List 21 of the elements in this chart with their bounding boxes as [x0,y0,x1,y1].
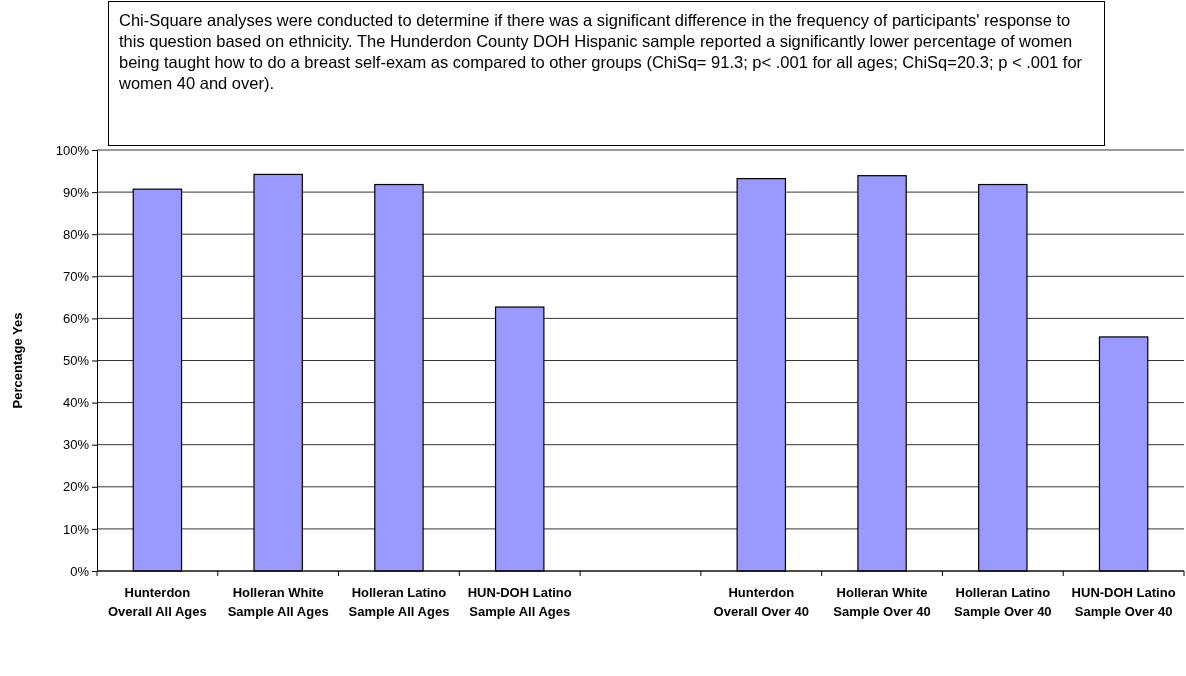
y-tick-label: 20% [62,479,90,495]
x-tick-label: Holleran Latino Sample All Ages [348,585,450,619]
y-tick-label: 50% [62,353,90,369]
y-tick-label: 60% [62,311,90,327]
y-tick-label: 100% [55,142,90,158]
y-tick-label: 10% [62,521,90,537]
x-tick-label: Holleran White Sample All Ages [227,585,329,619]
y-axis-title: Percentage Yes [10,312,25,409]
text: Chi-Square analyses were conducted to determine if there was a significant difference in the frequency of participants' response to this question based on ethnicity. The Hunderdon County DOH Hispanic sample reported a significantly lower percentage of women being taught how to do a breast self-exam as compared to other groups (ChiSq= 91.3; p< .001 for all ages; ChiSq=20.3; p < .001 for women 40 and over). [108,1,1105,146]
y-tick-label: 90% [62,184,90,200]
x-tick-label: Holleran White Sample Over 40 [833,585,931,619]
y-tick-label: 80% [62,226,90,242]
x-tick-label: Hunterdon Overall Over 40 [713,585,809,619]
y-tick-label: 40% [62,395,90,411]
x-tick-label: Hunterdon Overall All Ages [108,585,207,619]
x-tick-label: HUN-DOH Latino Sample All Ages [467,585,572,619]
y-tick-label: 70% [62,268,90,284]
x-tick-label: HUN-DOH Latino Sample Over 40 [1071,585,1176,619]
y-tick-label: 30% [62,437,90,453]
x-tick-label: Holleran Latino Sample Over 40 [954,585,1052,619]
y-tick-label: 0% [70,563,90,579]
